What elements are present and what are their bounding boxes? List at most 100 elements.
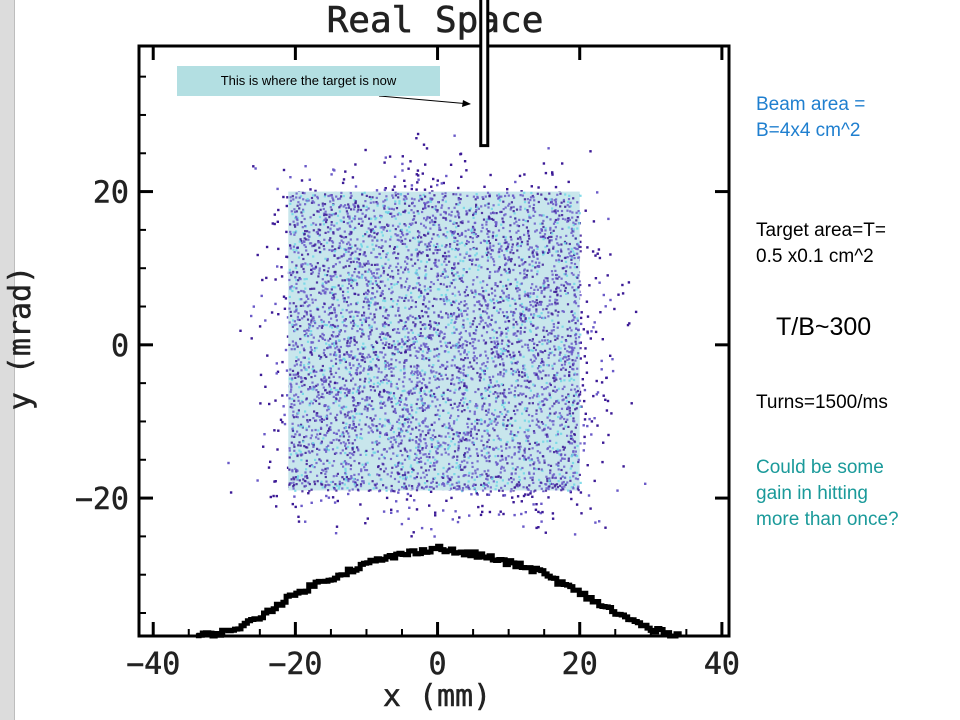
- scatter-point: [449, 389, 452, 392]
- scatter-point: [586, 330, 589, 333]
- scatter-point: [455, 193, 458, 196]
- scatter-point: [299, 450, 302, 453]
- scatter-point: [394, 464, 397, 467]
- scatter-point: [419, 476, 423, 479]
- scatter-point: [576, 252, 579, 255]
- scatter-point: [532, 354, 535, 357]
- scatter-point: [316, 262, 319, 265]
- scatter-point: [552, 245, 555, 248]
- scatter-point: [532, 207, 535, 210]
- scatter-point: [542, 219, 545, 222]
- scatter-point: [421, 172, 424, 175]
- scatter-point: [397, 434, 401, 437]
- scatter-point: [496, 352, 499, 355]
- scatter-point: [515, 320, 518, 324]
- scatter-point: [442, 441, 445, 444]
- scatter-point: [380, 371, 383, 374]
- scatter-point: [464, 339, 467, 343]
- scatter-point: [410, 414, 413, 417]
- scatter-point: [523, 290, 526, 293]
- scatter-point: [471, 484, 475, 487]
- scatter-point: [387, 396, 391, 399]
- scatter-point: [486, 475, 489, 478]
- scatter-point: [347, 215, 350, 218]
- scatter-point: [351, 488, 354, 491]
- scatter-point: [521, 454, 524, 457]
- scatter-point: [502, 352, 505, 356]
- scatter-point: [482, 197, 485, 200]
- scatter-point: [351, 448, 354, 451]
- scatter-point: [568, 326, 572, 329]
- scatter-point: [492, 212, 496, 215]
- scatter-point: [531, 338, 534, 341]
- scatter-point: [420, 291, 423, 294]
- scatter-point: [514, 308, 517, 311]
- scatter-point: [361, 314, 364, 317]
- scatter-point: [415, 371, 418, 374]
- scatter-point: [385, 256, 388, 259]
- scatter-point: [409, 389, 412, 392]
- scatter-point: [570, 272, 573, 275]
- scatter-point: [347, 271, 350, 274]
- scatter-point: [535, 244, 538, 247]
- scatter-point: [384, 365, 387, 368]
- scatter-point: [560, 363, 564, 367]
- scatter-point: [516, 281, 519, 284]
- scatter-point: [563, 465, 566, 468]
- scatter-point: [364, 318, 367, 322]
- scatter-point: [519, 392, 522, 395]
- scatter-point: [459, 152, 463, 155]
- scatter-point: [288, 482, 291, 485]
- scatter-point: [569, 467, 572, 470]
- scatter-point: [338, 256, 341, 259]
- scatter-point: [544, 531, 547, 534]
- scatter-point: [570, 388, 573, 391]
- scatter-point: [403, 376, 406, 379]
- scatter-point: [418, 199, 421, 202]
- scatter-point: [331, 496, 335, 499]
- scatter-point: [410, 535, 413, 538]
- scatter-point: [442, 509, 445, 512]
- scatter-point: [272, 494, 275, 498]
- scatter-point: [557, 286, 560, 290]
- scatter-point: [274, 399, 277, 402]
- scatter-point: [374, 414, 377, 417]
- scatter-point: [481, 397, 484, 400]
- scatter-point: [515, 244, 519, 247]
- scatter-point: [529, 492, 532, 495]
- scatter-point: [509, 356, 512, 359]
- scatter-point: [347, 480, 350, 483]
- scatter-point: [369, 331, 372, 334]
- scatter-point: [394, 438, 397, 441]
- scatter-point: [594, 277, 598, 280]
- scatter-point: [351, 446, 354, 450]
- scatter-point: [353, 199, 356, 202]
- scatter-point: [455, 481, 458, 484]
- scatter-point: [478, 379, 482, 382]
- scatter-point: [532, 490, 535, 493]
- scatter-point: [448, 299, 451, 302]
- scatter-point: [385, 433, 389, 436]
- scatter-point: [440, 294, 443, 297]
- scatter-point: [320, 418, 323, 421]
- scatter-point: [376, 263, 379, 266]
- scatter-point: [429, 323, 432, 326]
- scatter-point: [530, 458, 533, 461]
- scatter-point: [344, 442, 347, 445]
- scatter-point: [343, 338, 346, 341]
- scatter-point: [485, 240, 489, 243]
- scatter-point: [362, 318, 365, 321]
- scatter-point: [538, 340, 541, 343]
- scatter-point: [440, 182, 443, 185]
- scatter-point: [494, 384, 497, 387]
- scatter-point: [307, 481, 310, 484]
- scatter-point: [558, 353, 561, 356]
- scatter-point: [303, 217, 306, 221]
- scatter-point: [361, 353, 364, 356]
- scatter-point: [528, 424, 531, 427]
- scatter-point: [391, 427, 394, 430]
- scatter-point: [281, 394, 284, 397]
- scatter-point: [393, 353, 396, 356]
- scatter-point: [628, 322, 631, 325]
- scatter-point: [532, 209, 535, 212]
